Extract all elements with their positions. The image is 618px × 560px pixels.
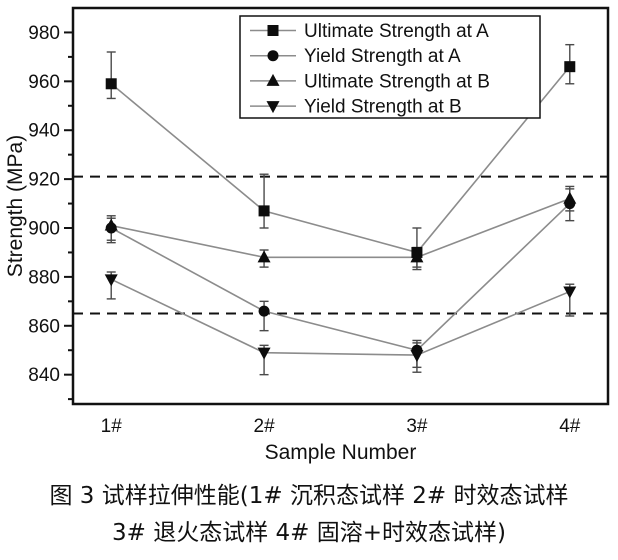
series-line-ultimate-strength-at-b [111,197,571,259]
legend-marker-triangle-up-icon [266,73,280,86]
data-point-ultimate-strength-at-b [257,250,271,263]
y-axis-title: Strength (MPa) [4,135,27,277]
legend-marker-square-icon [267,25,279,36]
data-point-ultimate-strength-at-b [104,218,118,231]
y-tick-label: 880 [28,267,60,288]
y-tick-label: 960 [28,72,60,93]
data-point-ultimate-strength-at-b [563,191,577,204]
legend-marker-triangle-down-icon [266,101,280,114]
x-tick-label: 4# [559,416,581,437]
legend-label-ultimate-strength-at-b: Ultimate Strength at B [304,71,490,92]
y-tick-label: 940 [28,121,60,142]
data-point-ultimate-strength-at-a [564,61,576,73]
data-point-yield-strength-at-b [257,347,271,360]
caption-line-1: 图 3 试样拉伸性能(1# 沉积态试样 2# 时效态试样 [49,483,569,509]
legend-box [239,15,541,119]
y-tick-label: 920 [28,170,60,191]
data-point-ultimate-strength-at-a [258,205,270,217]
y-tick-label: 840 [28,365,60,386]
y-tick-label: 980 [28,23,60,44]
y-tick-label: 900 [28,219,60,240]
x-axis-title: Sample Number [265,441,417,464]
figure-caption: 图 3 试样拉伸性能(1# 沉积态试样 2# 时效态试样 3# 退火态试样 4#… [0,478,618,552]
legend-label-yield-strength-at-a: Yield Strength at A [304,46,461,67]
x-tick-label: 2# [254,416,276,437]
plot-frame [71,6,610,406]
series-line-ultimate-strength-at-a [110,66,571,254]
caption-line-2: 3# 退火态试样 4# 固溶+时效态试样) [112,520,506,546]
data-point-yield-strength-at-a [258,305,270,317]
data-point-yield-strength-at-b [104,274,118,287]
x-tick-label: 1# [101,416,123,437]
series-line-yield-strength-at-a [110,202,571,352]
legend-marker-circle-icon [267,50,279,62]
data-point-yield-strength-at-b [563,286,577,299]
y-tick-label: 860 [28,316,60,337]
legend-label-ultimate-strength-at-a: Ultimate Strength at A [304,21,489,42]
data-point-ultimate-strength-at-a [105,78,117,90]
data-point-yield-strength-at-b [410,350,424,363]
legend-label-yield-strength-at-b: Yield Strength at B [304,97,462,118]
data-point-ultimate-strength-at-b [410,250,424,263]
chart-canvas: 840 860 880 900 920 940 960 980 1# 2# 3# 4# Strength… [4,6,610,464]
series-line-yield-strength-at-b [110,278,571,356]
x-tick-label: 3# [406,416,428,437]
